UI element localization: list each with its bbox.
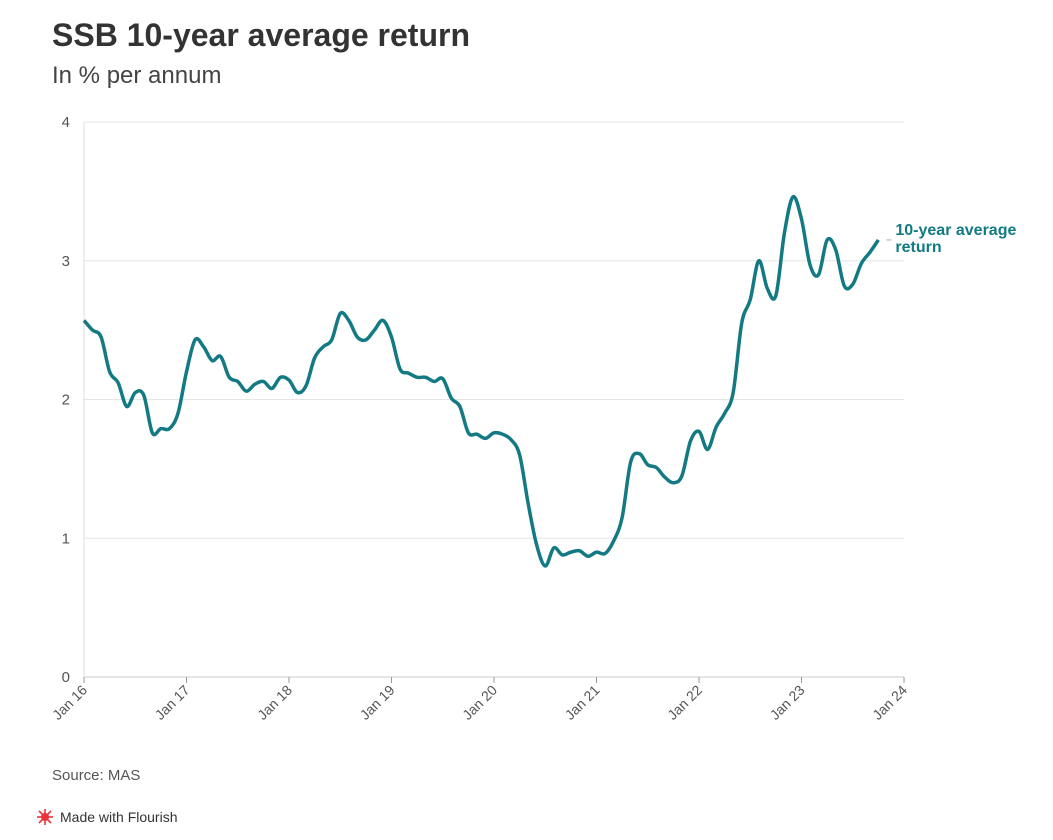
x-tick-label: Jan 22: [664, 682, 705, 723]
y-tick-label: 3: [62, 253, 70, 270]
x-tick-label: Jan 20: [459, 682, 500, 723]
x-tick-label: Jan 16: [49, 682, 90, 723]
line: [82, 195, 880, 568]
x-tick-label: Jan 24: [869, 682, 910, 723]
chart-title: SSB 10-year average return: [52, 17, 470, 53]
x-tick-label: Jan 18: [254, 682, 295, 723]
y-tick-label: 0: [62, 669, 70, 686]
chart-subtitle: In % per annum: [52, 62, 221, 89]
x-tick-label: Jan 17: [152, 682, 193, 723]
source: Source: MAS: [52, 767, 140, 784]
y-tick-label: 1: [62, 530, 70, 547]
series-label: 10-year average return: [895, 221, 1017, 256]
flourish-logo: [37, 809, 53, 825]
x-tick-label: Jan 23: [767, 682, 808, 723]
footer: Made with Flourish: [60, 809, 178, 825]
x-tick-label: Jan 19: [357, 682, 398, 723]
y-tick-label: 4: [62, 114, 70, 131]
y-tick-label: 2: [62, 392, 70, 409]
x-tick-label: Jan 21: [562, 682, 603, 723]
